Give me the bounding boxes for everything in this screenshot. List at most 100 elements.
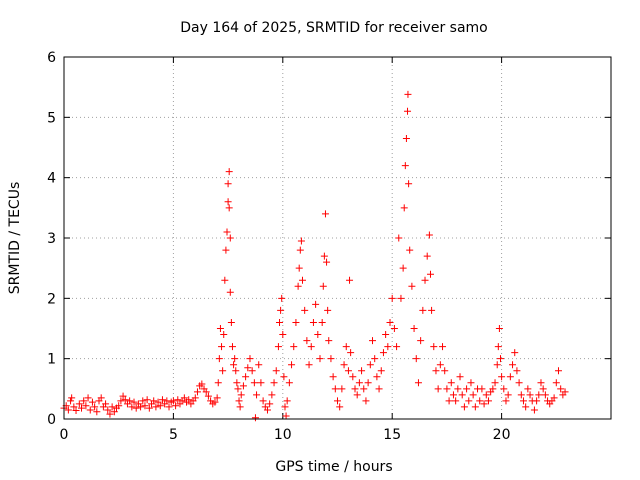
data-point bbox=[108, 403, 116, 411]
data-point bbox=[401, 162, 409, 170]
data-point bbox=[493, 361, 501, 369]
data-point bbox=[449, 391, 457, 399]
data-point bbox=[465, 397, 473, 405]
data-point bbox=[329, 373, 337, 381]
data-point bbox=[174, 396, 182, 404]
data-point bbox=[257, 379, 265, 387]
data-point bbox=[139, 397, 147, 405]
data-point bbox=[298, 276, 306, 284]
y-tick-label: 1 bbox=[47, 352, 56, 368]
data-point bbox=[143, 396, 151, 404]
data-point bbox=[223, 228, 231, 236]
data-point bbox=[220, 331, 228, 339]
data-point bbox=[234, 385, 242, 393]
data-point bbox=[405, 180, 413, 188]
data-point bbox=[404, 107, 412, 115]
data-point bbox=[458, 391, 466, 399]
data-point bbox=[165, 403, 173, 411]
data-point bbox=[515, 379, 523, 387]
data-point bbox=[278, 294, 286, 302]
data-point bbox=[390, 325, 398, 332]
chart-title: Day 164 of 2025, SRMTID for receiver sam… bbox=[180, 20, 488, 36]
data-point bbox=[228, 343, 236, 351]
y-tick-label: 2 bbox=[47, 291, 56, 307]
data-point bbox=[537, 379, 545, 387]
data-point bbox=[344, 367, 352, 375]
data-point bbox=[214, 379, 222, 387]
data-point bbox=[397, 294, 405, 302]
data-point bbox=[471, 403, 479, 411]
data-point bbox=[552, 379, 560, 387]
data-point bbox=[215, 355, 223, 363]
data-point bbox=[263, 406, 271, 414]
y-tick-label: 6 bbox=[47, 50, 56, 66]
data-point bbox=[128, 403, 136, 411]
data-point bbox=[500, 385, 508, 393]
data-point bbox=[428, 306, 436, 314]
data-point bbox=[281, 403, 289, 411]
data-point bbox=[270, 379, 278, 387]
data-point bbox=[506, 373, 514, 381]
data-point bbox=[303, 337, 311, 345]
data-point bbox=[150, 397, 158, 405]
data-point bbox=[319, 282, 327, 290]
data-point bbox=[425, 231, 433, 239]
data-point bbox=[126, 397, 134, 405]
data-point bbox=[106, 410, 114, 418]
data-point bbox=[494, 343, 502, 351]
data-point bbox=[226, 288, 234, 296]
data-point bbox=[242, 373, 250, 381]
data-point bbox=[498, 373, 506, 381]
data-point bbox=[180, 394, 188, 402]
data-point bbox=[226, 234, 234, 242]
data-point bbox=[141, 402, 149, 410]
data-point bbox=[295, 264, 303, 272]
data-point bbox=[369, 337, 377, 345]
data-point bbox=[384, 343, 392, 351]
data-point bbox=[364, 379, 372, 387]
data-point bbox=[132, 404, 140, 412]
data-point bbox=[115, 402, 123, 410]
data-point bbox=[239, 382, 247, 390]
data-point bbox=[276, 318, 284, 326]
data-point bbox=[301, 306, 309, 314]
data-point bbox=[233, 379, 241, 387]
data-point bbox=[230, 361, 238, 369]
data-point bbox=[480, 400, 488, 408]
data-point bbox=[102, 400, 110, 408]
data-point bbox=[274, 343, 282, 351]
data-point bbox=[213, 394, 221, 402]
data-point bbox=[110, 408, 118, 416]
x-axis-label: GPS time / hours bbox=[275, 459, 392, 475]
data-point bbox=[504, 391, 512, 399]
data-point bbox=[434, 385, 442, 393]
data-point bbox=[185, 396, 193, 404]
data-point bbox=[232, 367, 240, 375]
data-point bbox=[517, 391, 525, 399]
data-point bbox=[218, 343, 226, 351]
x-tick-label: 15 bbox=[383, 427, 401, 443]
data-point bbox=[432, 367, 440, 375]
data-point bbox=[193, 388, 201, 396]
data-point bbox=[251, 414, 259, 422]
data-point bbox=[227, 318, 235, 326]
data-point bbox=[400, 204, 408, 212]
data-point bbox=[338, 385, 346, 393]
data-point bbox=[307, 343, 315, 351]
data-point bbox=[351, 385, 359, 393]
data-point bbox=[476, 397, 484, 405]
data-point bbox=[68, 394, 76, 402]
data-point bbox=[561, 388, 569, 396]
data-point bbox=[312, 300, 320, 308]
data-point bbox=[202, 388, 210, 396]
data-point bbox=[402, 134, 410, 142]
x-tick-label: 20 bbox=[493, 427, 511, 443]
data-point bbox=[294, 282, 302, 290]
data-point bbox=[225, 168, 233, 176]
data-point bbox=[250, 379, 258, 387]
data-point bbox=[375, 385, 383, 393]
data-point bbox=[526, 391, 534, 399]
data-point bbox=[491, 379, 499, 387]
data-point bbox=[454, 385, 462, 393]
data-point bbox=[382, 331, 390, 339]
